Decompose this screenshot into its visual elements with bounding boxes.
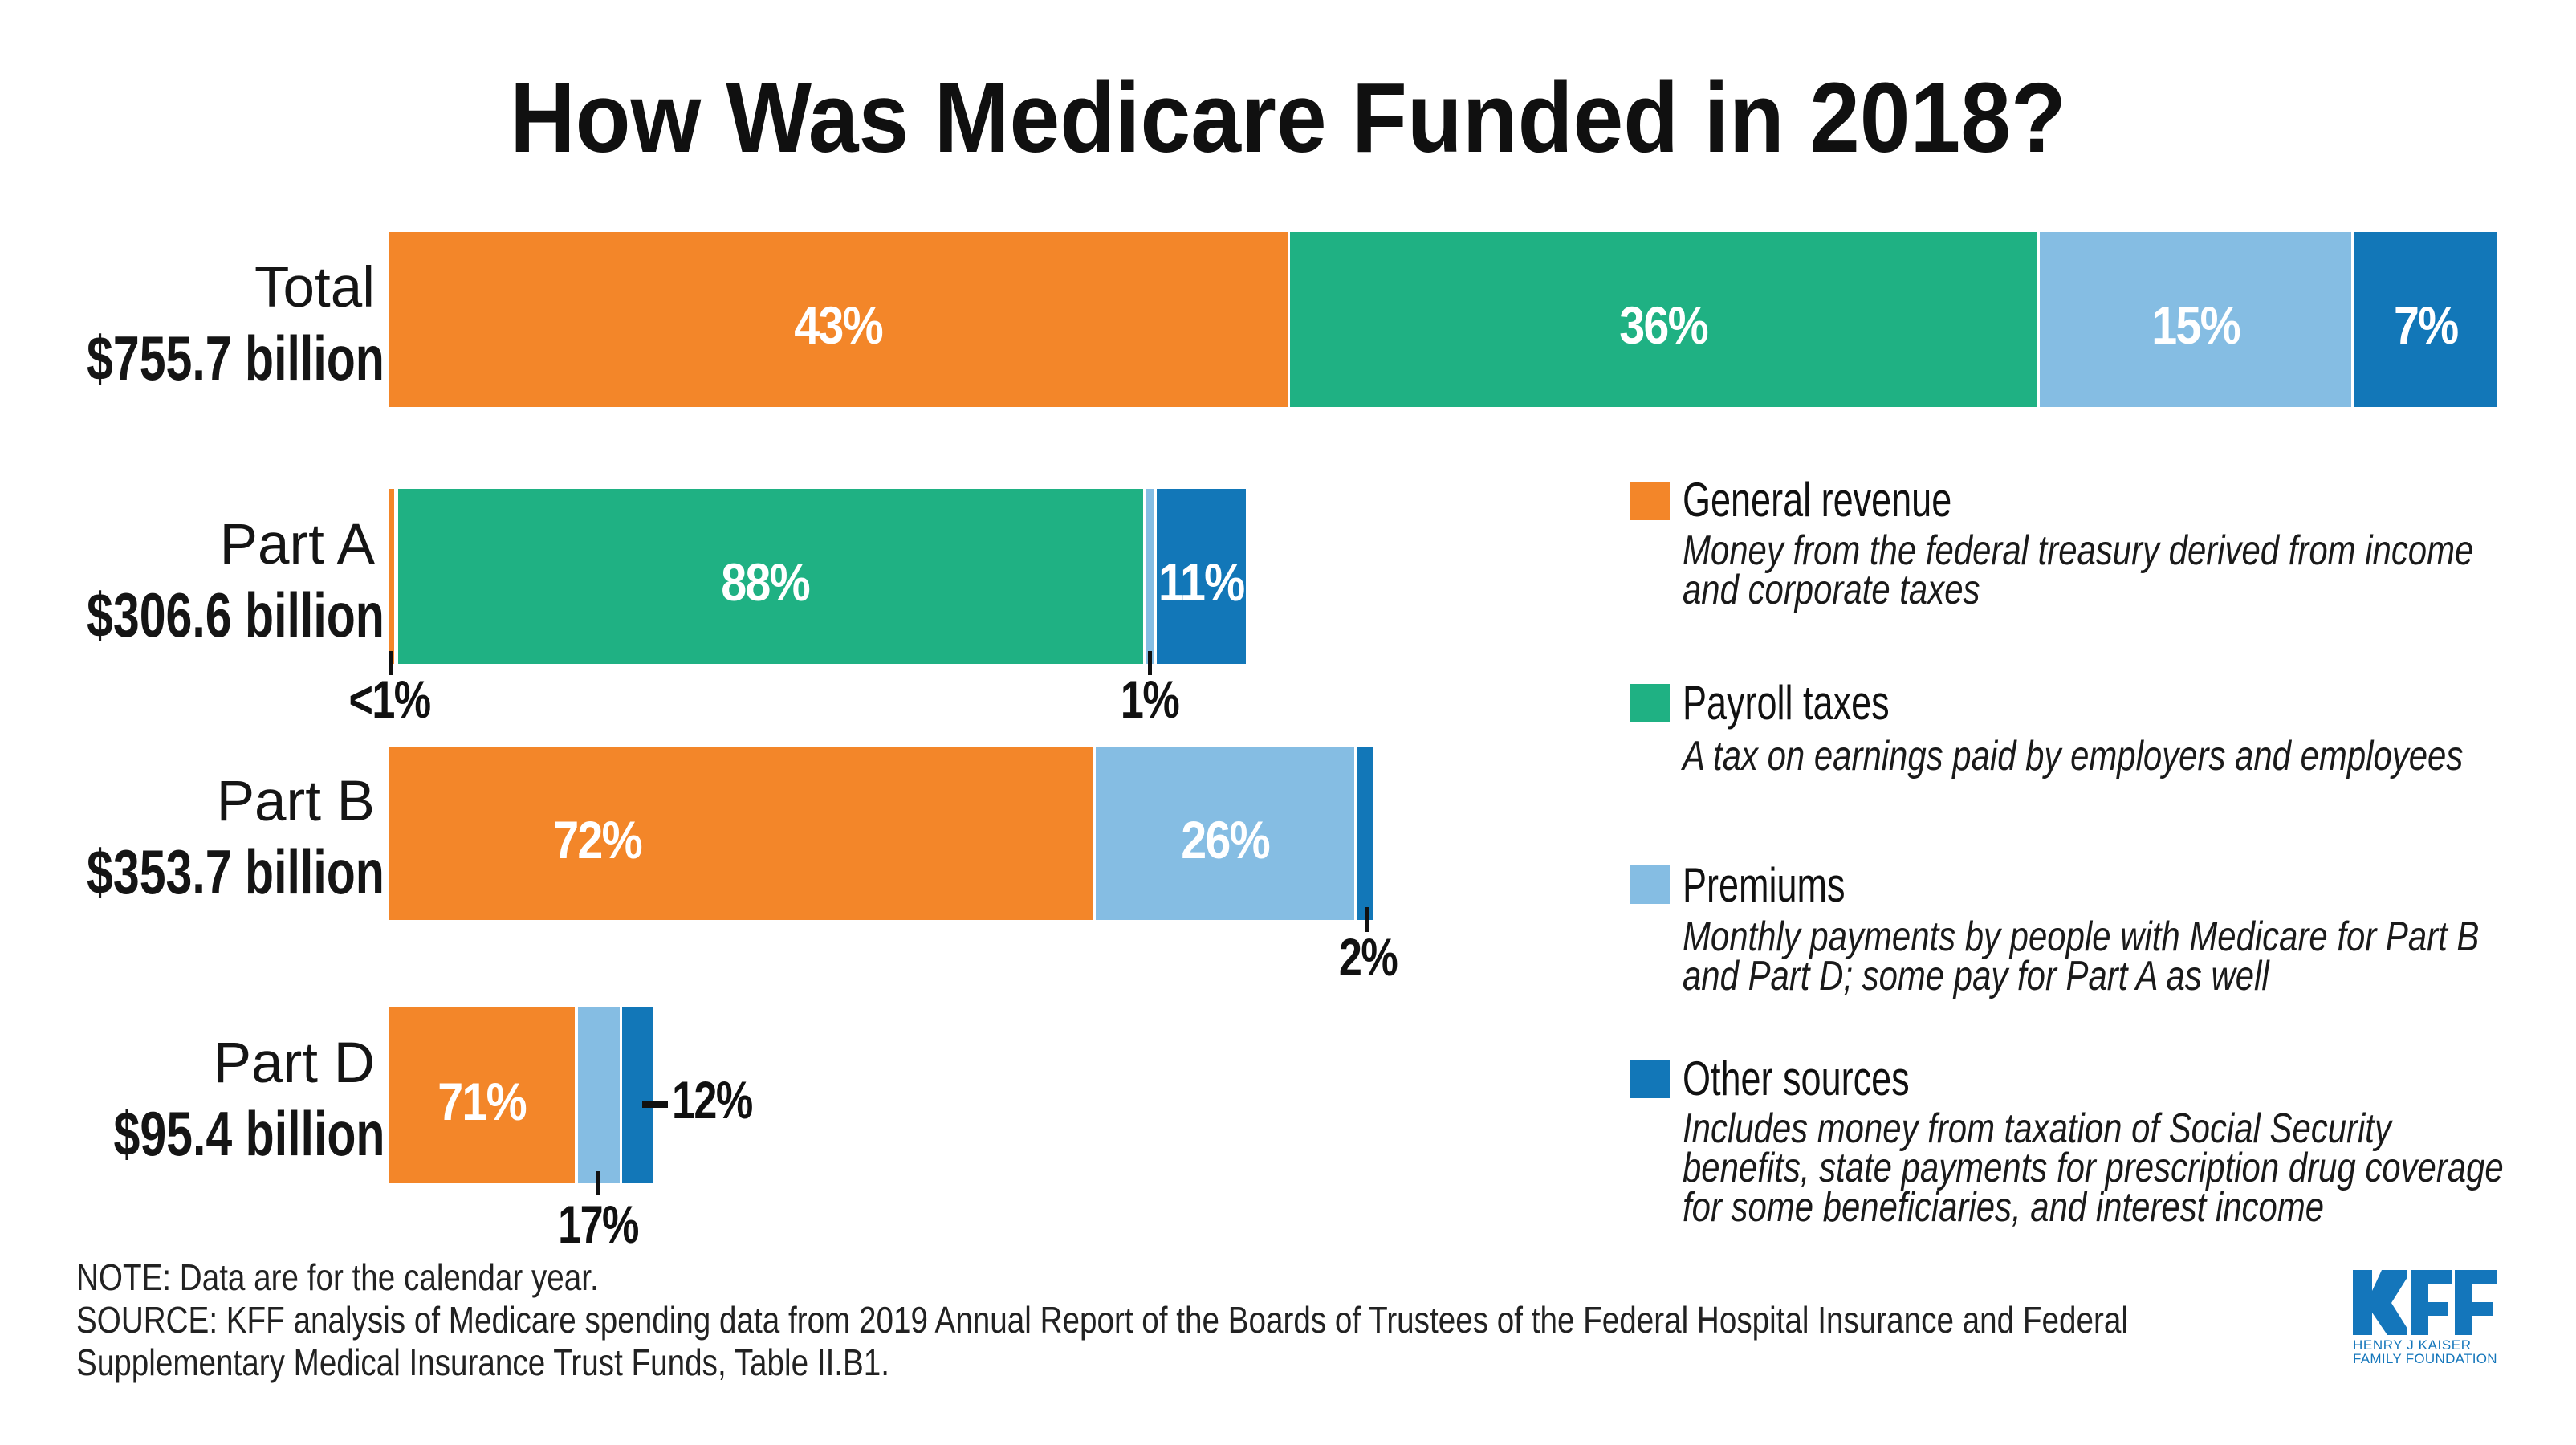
- svg-text:HENRY J KAISER: HENRY J KAISER: [2353, 1337, 2472, 1353]
- svg-text:FAMILY FOUNDATION: FAMILY FOUNDATION: [2353, 1351, 2497, 1366]
